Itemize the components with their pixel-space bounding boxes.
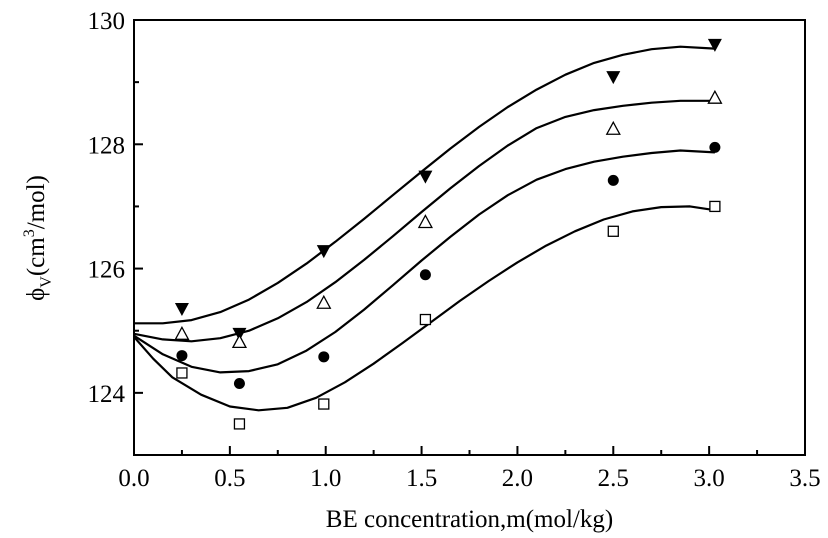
data-point-open-square bbox=[607, 225, 619, 237]
y-tick-label: 128 bbox=[88, 132, 126, 159]
data-point-open-up-triangle bbox=[231, 334, 248, 349]
x-tick-label: 3.0 bbox=[694, 465, 725, 492]
x-axis: 0.0 0.5 1.0 1.5 2.0 2.5 3.0 3.5 bbox=[118, 446, 821, 492]
y-axis-label-subscript: V bbox=[38, 276, 55, 288]
data-points bbox=[174, 38, 723, 430]
data-point-open-up-triangle bbox=[316, 294, 332, 309]
data-point-open-square bbox=[318, 398, 330, 410]
x-tick-label: 3.5 bbox=[789, 465, 820, 492]
data-point-filled-circle bbox=[709, 141, 721, 153]
y-tick-label: 130 bbox=[88, 8, 126, 35]
plot-frame bbox=[133, 19, 806, 456]
y-axis-label-superscript: 3 bbox=[21, 229, 38, 237]
data-point-filled-circle bbox=[176, 350, 188, 362]
y-axis-label-symbol: ϕ bbox=[23, 288, 50, 301]
data-point-open-up-triangle bbox=[417, 214, 433, 229]
data-point-filled-circle bbox=[318, 351, 330, 363]
y-axis: 124 126 128 130 bbox=[88, 8, 143, 456]
fit-curve-3 bbox=[133, 149, 715, 374]
data-point-filled-circle bbox=[607, 174, 619, 186]
x-tick-label: 2.0 bbox=[502, 465, 533, 492]
y-axis-label: ϕV(cm3/mol) bbox=[21, 175, 55, 301]
data-point-open-square bbox=[233, 418, 246, 430]
x-tick-label: 0.0 bbox=[118, 465, 149, 492]
y-axis-label-unit-suffix: /mol) bbox=[23, 175, 50, 229]
fit-curve-2 bbox=[133, 99, 715, 343]
data-point-open-up-triangle bbox=[174, 325, 190, 340]
x-tick-label: 2.5 bbox=[598, 465, 629, 492]
y-axis-label-unit-prefix: (cm bbox=[23, 237, 50, 276]
data-point-filled-down-triangle bbox=[418, 170, 433, 184]
fit-curves bbox=[133, 45, 716, 412]
data-point-filled-down-triangle bbox=[316, 245, 331, 259]
x-axis-label: BE concentration,m(mol/kg) bbox=[326, 506, 613, 533]
data-point-filled-down-triangle bbox=[707, 38, 722, 52]
fit-curve-4 bbox=[133, 205, 716, 412]
fit-curve-1 bbox=[134, 45, 715, 325]
x-tick-label: 0.5 bbox=[214, 465, 245, 492]
x-tick-label: 1.0 bbox=[310, 465, 341, 492]
x-tick-label: 1.5 bbox=[406, 465, 437, 492]
data-point-filled-circle bbox=[233, 378, 245, 390]
data-point-filled-down-triangle bbox=[606, 71, 621, 85]
data-point-filled-down-triangle bbox=[174, 302, 189, 316]
y-tick-label: 126 bbox=[88, 257, 126, 284]
data-point-open-up-triangle bbox=[707, 89, 723, 104]
y-tick-label: 124 bbox=[88, 381, 126, 408]
data-point-open-up-triangle bbox=[605, 120, 621, 135]
data-point-open-square bbox=[709, 200, 721, 213]
data-point-open-square bbox=[176, 367, 188, 379]
data-point-filled-circle bbox=[419, 269, 431, 281]
data-point-open-square bbox=[419, 313, 432, 326]
